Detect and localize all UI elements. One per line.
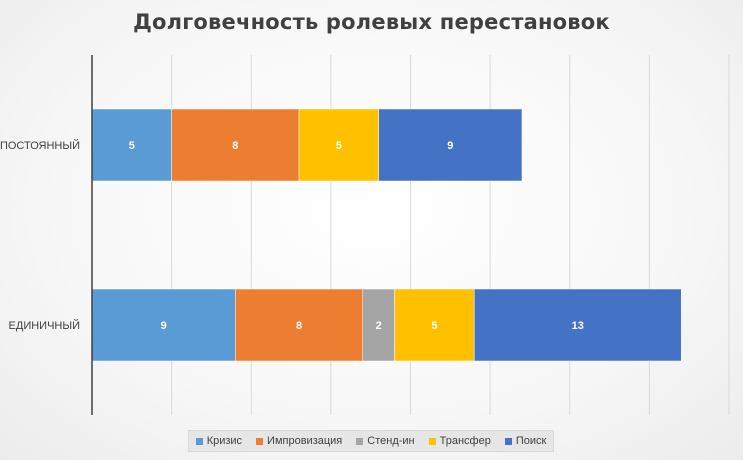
data-label: 9 [447,140,453,152]
bar-segment [473,288,682,362]
legend-label: Кризис [206,435,243,447]
legend-item: Поиск [504,435,547,447]
bar-segment [91,108,172,182]
legend-swatch [256,437,264,445]
data-label: 8 [232,140,238,152]
legend-label: Трансфер [439,435,491,447]
bar-segment [378,108,523,182]
legend-swatch [195,437,203,445]
data-label: 9 [161,320,167,332]
data-label: 5 [431,320,437,332]
legend-label: Стенд-ин [367,435,415,447]
legend-item: Стенд-ин [356,435,415,447]
legend-label: Импровизация [267,435,343,447]
legend-item: Трансфер [428,435,491,447]
bar-segment [235,288,363,362]
legend-label: Поиск [515,435,547,447]
bar-segment [298,108,379,182]
data-label: 13 [572,320,584,332]
data-label: 5 [129,140,135,152]
chart-title: Долговечность ролевых перестановок [133,10,610,34]
category-label: ЕДИНИЧНЫЙ [9,319,80,332]
category-label: ПОСТОЯННЫЙ [0,139,80,152]
bar-segment [171,108,300,182]
data-label: 2 [376,320,382,332]
data-label: 8 [296,320,302,332]
chart-legend: Кризис Импровизация Стенд-ин Трансфер Поиск [188,430,554,452]
legend-item: Кризис [195,435,243,447]
legend-swatch [428,437,436,445]
bar-segment [362,288,395,362]
data-label: 5 [336,140,342,152]
legend-swatch [356,437,364,445]
legend-swatch [504,437,512,445]
legend-item: Импровизация [256,435,342,447]
bar-segment [91,288,236,362]
